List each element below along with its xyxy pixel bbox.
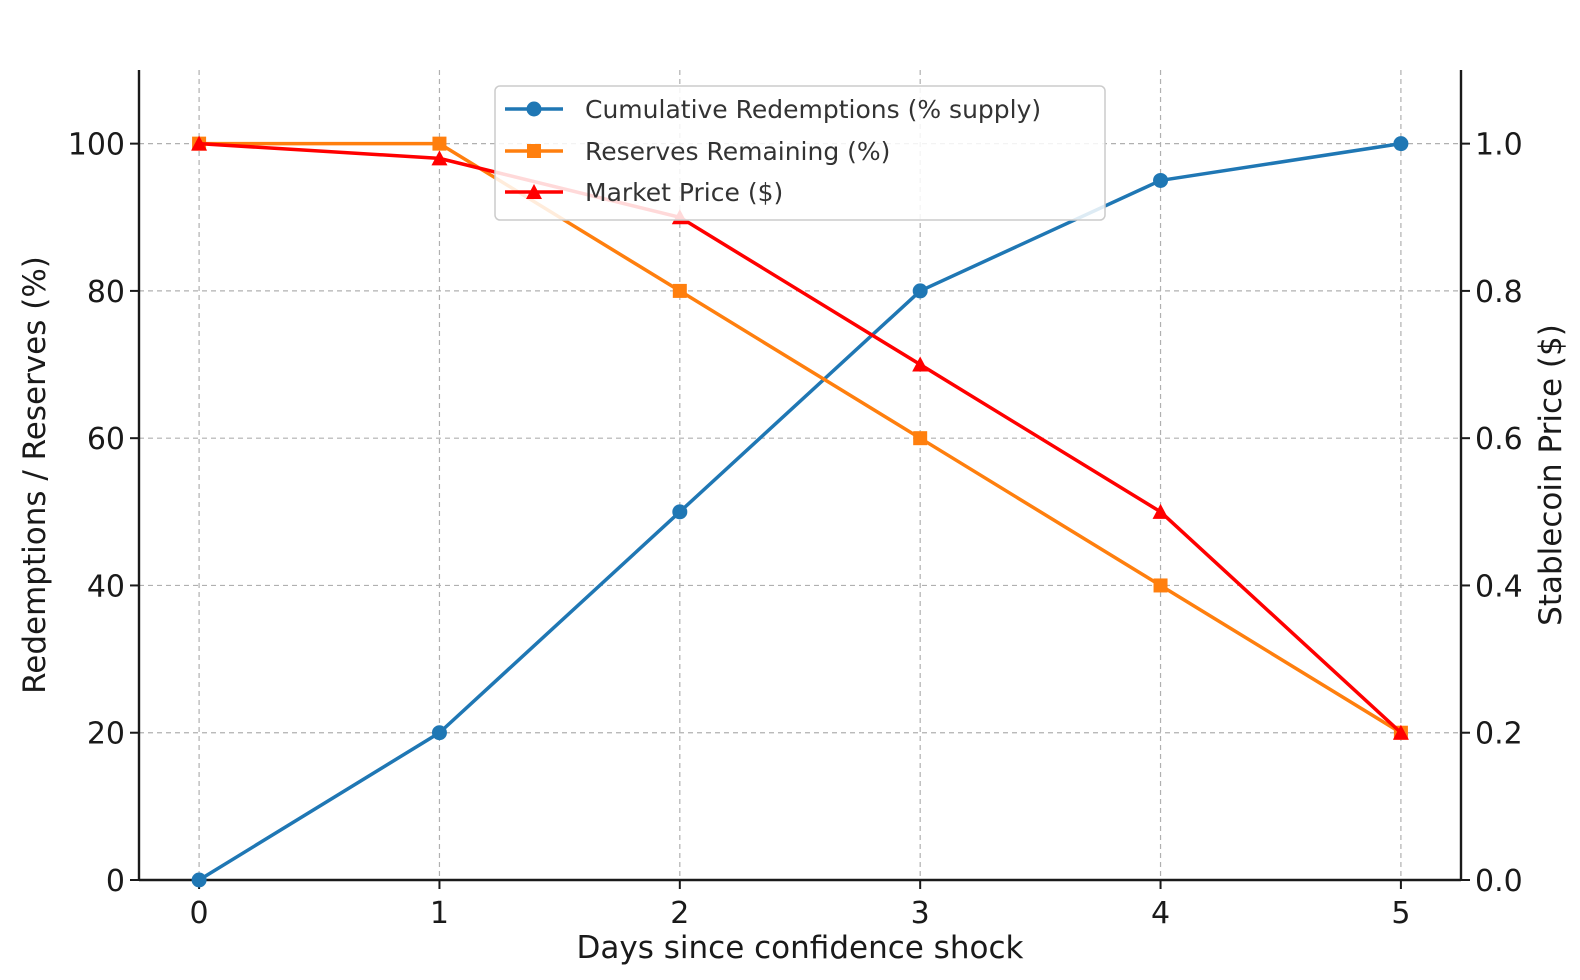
legend-label-redemptions: Cumulative Redemptions (% supply) <box>585 95 1041 124</box>
y-axis-title: Redemptions / Reserves (%) <box>17 256 53 694</box>
data-point-circle <box>672 504 688 520</box>
legend-marker-triangle <box>526 184 542 199</box>
legend-marker-square <box>527 144 541 158</box>
data-point-circle <box>431 725 447 741</box>
data-point-triangle <box>191 135 208 151</box>
axes <box>137 70 1463 882</box>
data-point-square <box>432 136 447 151</box>
y2-tick-label: 0.6 <box>1475 422 1523 457</box>
data-point-circle <box>912 283 928 299</box>
data-point-circle <box>191 872 207 888</box>
legend-label-reserves: Reserves Remaining (%) <box>585 137 890 166</box>
ticks: 0 1 2 3 4 5 0 20 40 60 80 100 0.0 0.2 0.4 0.6 0.8 1.0 <box>68 128 1523 931</box>
y2-tick-label: 0.0 <box>1475 864 1523 899</box>
x-tick-label: 4 <box>1151 896 1170 931</box>
x-tick-label: 2 <box>670 896 689 931</box>
y-tick-label: 100 <box>68 128 125 163</box>
x-tick-label: 0 <box>190 896 209 931</box>
y-tick-label: 20 <box>87 717 125 752</box>
data-point-triangle <box>912 356 929 372</box>
x-tick-label: 3 <box>911 896 930 931</box>
data-point-triangle <box>431 150 448 166</box>
series <box>191 135 1409 888</box>
y2-axis-title: Stablecoin Price ($) <box>1533 324 1569 626</box>
legend-marker-circle <box>526 101 542 117</box>
y-tick-label: 0 <box>106 864 125 899</box>
data-point-circle <box>1153 172 1169 188</box>
data-point-triangle <box>1392 724 1409 740</box>
y-tick-label: 60 <box>87 422 125 457</box>
y2-tick-label: 0.8 <box>1475 275 1523 310</box>
y-tick-label: 40 <box>87 569 125 604</box>
data-point-square <box>913 431 928 446</box>
data-point-circle <box>1393 136 1409 152</box>
legend-item-redemptions: Cumulative Redemptions (% supply) <box>505 95 1041 124</box>
x-axis-title: Days since confidence shock <box>577 930 1024 966</box>
x-tick-label: 1 <box>430 896 449 931</box>
data-point-square <box>672 283 687 298</box>
legend-item-price: Market Price ($) <box>505 178 783 207</box>
legend-label-price: Market Price ($) <box>585 178 783 207</box>
x-tick-label: 5 <box>1391 896 1410 931</box>
data-point-square <box>1153 578 1168 593</box>
series-line-triangle <box>198 141 1403 735</box>
y2-tick-label: 0.2 <box>1475 717 1523 752</box>
legend-box <box>494 85 1106 221</box>
y2-tick-label: 0.4 <box>1475 569 1523 604</box>
y2-tick-label: 1.0 <box>1475 128 1523 163</box>
y-tick-label: 80 <box>87 275 125 310</box>
data-point-triangle <box>1152 503 1169 519</box>
series-line-circle <box>198 141 1402 882</box>
legend: Cumulative Redemptions (% supply) Reserv… <box>494 85 1106 221</box>
legend-item-reserves: Reserves Remaining (%) <box>505 137 890 166</box>
series-line-square <box>199 141 1402 735</box>
